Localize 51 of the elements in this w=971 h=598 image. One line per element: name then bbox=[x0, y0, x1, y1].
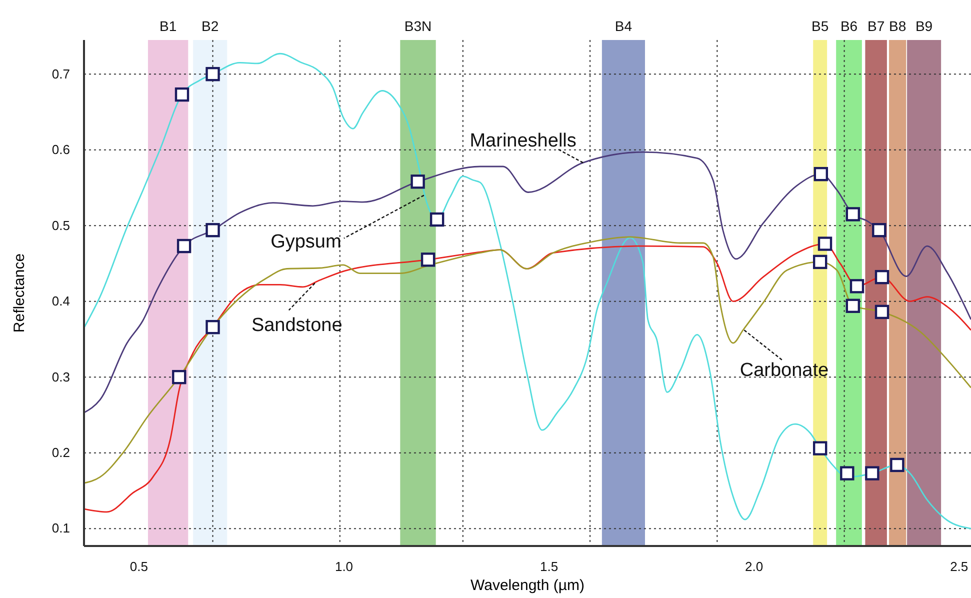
annotation: Gypsum bbox=[270, 231, 342, 252]
y-tick-label: 0.3 bbox=[52, 369, 70, 384]
x-tick-label: 2.5 bbox=[950, 559, 968, 574]
point bbox=[872, 223, 886, 238]
annotation: Sandstone bbox=[251, 315, 342, 336]
point bbox=[420, 252, 436, 267]
x-axis-title: Wavelength (µm) bbox=[470, 577, 584, 594]
band-label: B2 bbox=[202, 18, 219, 34]
point bbox=[850, 279, 864, 294]
point bbox=[410, 174, 425, 189]
point bbox=[206, 320, 220, 334]
point bbox=[840, 466, 854, 480]
point bbox=[430, 212, 444, 227]
x-tick-label: 1.0 bbox=[334, 559, 354, 574]
band-label: B5 bbox=[812, 18, 829, 34]
point bbox=[846, 298, 860, 313]
band-label: B8 bbox=[889, 18, 906, 34]
point bbox=[206, 66, 220, 82]
band-label: B3N bbox=[404, 18, 432, 34]
y-tick-label: 0.5 bbox=[52, 218, 70, 233]
point bbox=[174, 87, 190, 102]
annotation: Marineshells bbox=[470, 130, 576, 152]
point bbox=[874, 304, 890, 320]
point bbox=[874, 270, 890, 284]
point bbox=[812, 254, 828, 270]
y-tick-label: 0.2 bbox=[52, 444, 70, 460]
annotation: Carbonate bbox=[740, 360, 829, 382]
band-label: B6 bbox=[840, 18, 858, 34]
point bbox=[814, 166, 828, 182]
y-tick-label: 0.6 bbox=[52, 142, 70, 157]
point bbox=[865, 466, 880, 480]
point bbox=[818, 236, 832, 251]
point bbox=[206, 223, 220, 238]
y-tick-label: 0.4 bbox=[52, 293, 70, 308]
point bbox=[176, 238, 192, 254]
x-tick-label: 0.5 bbox=[130, 559, 148, 574]
band-label: B1 bbox=[160, 18, 177, 34]
y-tick-label: 0.1 bbox=[52, 520, 70, 536]
band-label: B4 bbox=[614, 18, 632, 34]
point bbox=[812, 441, 828, 456]
line-series bbox=[84, 151, 971, 414]
x-tick-label: 1.5 bbox=[540, 559, 558, 574]
x-tick-label: 2.0 bbox=[745, 559, 764, 574]
y-axis-title: Reflectance bbox=[11, 253, 28, 333]
band-label: B9 bbox=[915, 18, 933, 34]
point bbox=[890, 458, 904, 472]
line-series bbox=[84, 52, 971, 530]
point bbox=[846, 207, 860, 222]
point bbox=[172, 370, 186, 384]
band-label: B7 bbox=[868, 18, 885, 34]
y-tick-label: 0.7 bbox=[52, 66, 70, 82]
